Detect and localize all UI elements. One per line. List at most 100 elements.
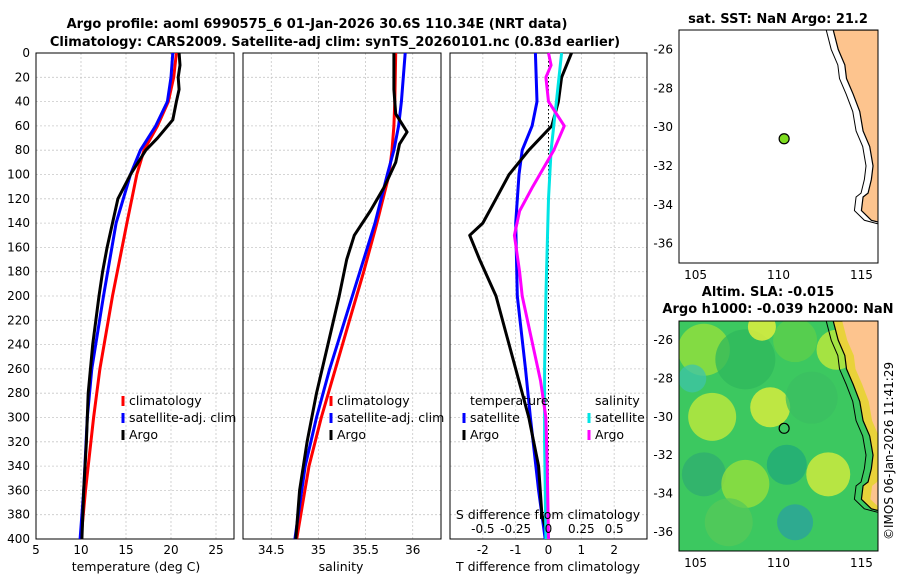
temp-y-tick: 360 — [7, 483, 30, 497]
diff-t-x-tick: 0 — [545, 543, 553, 557]
sla-map-body — [679, 321, 878, 551]
sla-land-inner — [842, 321, 878, 507]
temp-series-argo — [80, 52, 182, 540]
sla-sla-blob — [785, 371, 838, 424]
sla-map-title-2: Argo h1000: -0.039 h2000: NaN — [662, 302, 893, 317]
temp-y-tick: 280 — [7, 386, 30, 400]
sla-sla-blob — [715, 329, 776, 390]
sal-legend-label: climatology — [337, 393, 410, 408]
sst-x-tick: 105 — [684, 268, 707, 282]
sla-sla-blob — [777, 504, 814, 541]
temp-y-tick: 320 — [7, 435, 30, 449]
salinity-xlabel: salinity — [319, 559, 364, 574]
sla-y-tick: -30 — [653, 410, 673, 424]
temp-x-tick: 10 — [73, 543, 88, 557]
temp-y-tick: 140 — [7, 216, 30, 230]
sla-axis-box — [678, 320, 879, 552]
temp-legend-label: satellite-adj. clim — [129, 410, 236, 425]
sal-x-tick: 35 — [311, 543, 326, 557]
diff-s-x-tick: -0.5 — [471, 522, 494, 536]
diff-legend-s-title: salinity — [595, 393, 640, 408]
sst-y-tick: -36 — [653, 237, 673, 251]
temp-y-tick: 200 — [7, 289, 30, 303]
diff-s-x-tick: 0.5 — [605, 522, 624, 536]
sst-x-tick: 115 — [850, 268, 873, 282]
sla-sla-blob — [688, 392, 737, 441]
credit-text: ©IMOS 06-Jan-2026 11:41:29 — [882, 362, 896, 540]
temp-y-tick: 80 — [15, 143, 30, 157]
sla-y-tick: -32 — [653, 448, 673, 462]
sla-sla-blob — [679, 364, 707, 393]
temp-y-tick: 380 — [7, 508, 30, 522]
sal-x-tick: 36 — [405, 543, 420, 557]
temp-y-tick: 120 — [7, 192, 30, 206]
temp-y-tick: 400 — [7, 532, 30, 546]
sst-shelf-contour — [825, 30, 878, 225]
temp-y-tick: 60 — [15, 119, 30, 133]
temp-y-tick: 40 — [15, 95, 30, 109]
sla-y-tick: -28 — [653, 372, 673, 386]
sla-map-panel: 105 110 115 -26 -28 -30 -32 -34 -36 — [653, 320, 879, 570]
temp-y-tick: 180 — [7, 265, 30, 279]
diff-s-x-tick: -0.25 — [500, 522, 531, 536]
sst-map-body — [679, 30, 878, 263]
sal-series-argo — [294, 53, 409, 540]
diff-series-s-argo — [512, 52, 566, 540]
temp-y-tick: 240 — [7, 338, 30, 352]
sla-sla-blob — [766, 444, 807, 485]
diff-legend-t-title: temperature — [470, 393, 549, 408]
sst-y-tick: -32 — [653, 159, 673, 173]
salinity-panel: 34.5 35 35.5 36 climatology satellite-adj. cl… — [242, 52, 444, 557]
temperature-xlabel: temperature (deg C) — [72, 559, 201, 574]
diff-s-x-tick: 0.25 — [568, 522, 595, 536]
temp-legend-label: Argo — [129, 427, 158, 442]
temp-y-tick: 260 — [7, 362, 30, 376]
temp-y-tick: 100 — [7, 168, 30, 182]
sla-sla-blob — [773, 321, 818, 363]
diff-t-x-tick: 1 — [578, 543, 586, 557]
sla-x-tick: 115 — [850, 556, 873, 570]
title-line-2: Climatology: CARS2009. Satellite-adj cli… — [50, 35, 620, 50]
diff-legend-t-label: Argo — [470, 427, 499, 442]
sal-legend-label: satellite-adj. clim — [337, 410, 444, 425]
sla-x-tick: 110 — [767, 556, 790, 570]
temp-axis-box — [35, 52, 235, 540]
sla-y-tick: -34 — [653, 487, 673, 501]
sst-float-marker — [778, 133, 790, 145]
sst-x-tick: 110 — [767, 268, 790, 282]
sla-sla-blob — [721, 459, 770, 508]
sla-y-tick: -36 — [653, 525, 673, 539]
sst-axis-box — [678, 29, 879, 264]
temp-y-tick: 300 — [7, 411, 30, 425]
sla-x-tick: 105 — [684, 556, 707, 570]
temperature-panel: 5 10 15 20 25 0 20 40 60 80 100 120 140 160 180 200 220 2… — [7, 46, 236, 557]
sst-y-tick: -34 — [653, 198, 673, 212]
sst-y-tick: -26 — [653, 42, 673, 56]
t-diff-xlabel: T difference from climatology — [455, 559, 641, 574]
sst-map-panel: 105 110 115 -26 -28 -30 -32 -34 -36 — [653, 29, 879, 282]
temp-x-tick: 5 — [32, 543, 40, 557]
sal-x-tick: 34.5 — [258, 543, 285, 557]
sla-sla-blob — [681, 452, 726, 497]
diff-t-x-tick: -1 — [510, 543, 522, 557]
diff-t-x-tick: -2 — [477, 543, 489, 557]
sla-float-marker — [778, 422, 790, 434]
sst-land — [832, 30, 878, 223]
temp-y-tick: 160 — [7, 240, 30, 254]
sal-x-tick: 35.5 — [352, 543, 379, 557]
temp-y-tick: 220 — [7, 313, 30, 327]
temp-y-tick: 20 — [15, 70, 30, 84]
diff-legend-s-label: satellite — [595, 410, 645, 425]
sal-legend-label: Argo — [337, 427, 366, 442]
sla-sla-blob — [747, 321, 776, 341]
diff-series-t-argo — [468, 52, 573, 540]
temp-legend-label: climatology — [129, 393, 202, 408]
difference-panel: -2 -1 0 1 2 -0.5 -0.25 0 0.25 0.5 temperature satel… — [449, 52, 648, 557]
sst-y-tick: -28 — [653, 81, 673, 95]
diff-s-x-tick: 0 — [545, 522, 553, 536]
sal-series-climatology — [295, 52, 398, 540]
temp-x-tick: 20 — [163, 543, 178, 557]
sal-axis-box — [242, 52, 442, 540]
diff-legend-t-label: satellite — [470, 410, 520, 425]
